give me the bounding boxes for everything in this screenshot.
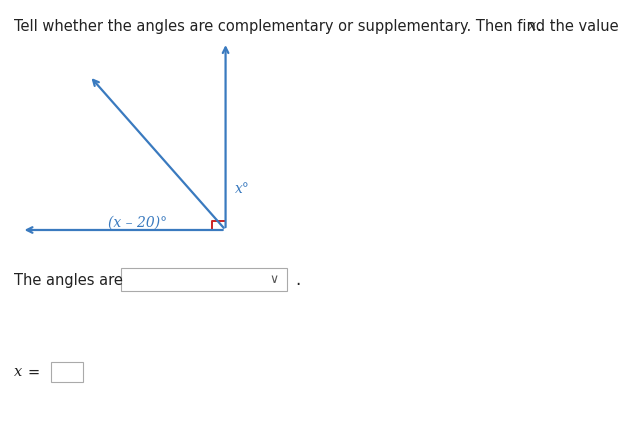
Text: Tell whether the angles are complementary or supplementary. Then find the value : Tell whether the angles are complementar… [14, 19, 618, 34]
Text: (x – 20)°: (x – 20)° [108, 216, 167, 230]
Bar [121, 268, 287, 291]
Text: The angles are: The angles are [14, 273, 122, 288]
Text: x°: x° [235, 182, 250, 196]
Text: ∨: ∨ [269, 273, 278, 286]
Text: x: x [14, 365, 22, 379]
Text: =: = [27, 365, 40, 380]
Text: .: . [536, 19, 541, 34]
Bar [51, 362, 83, 382]
Text: .: . [295, 271, 300, 289]
Text: x: x [528, 19, 536, 33]
